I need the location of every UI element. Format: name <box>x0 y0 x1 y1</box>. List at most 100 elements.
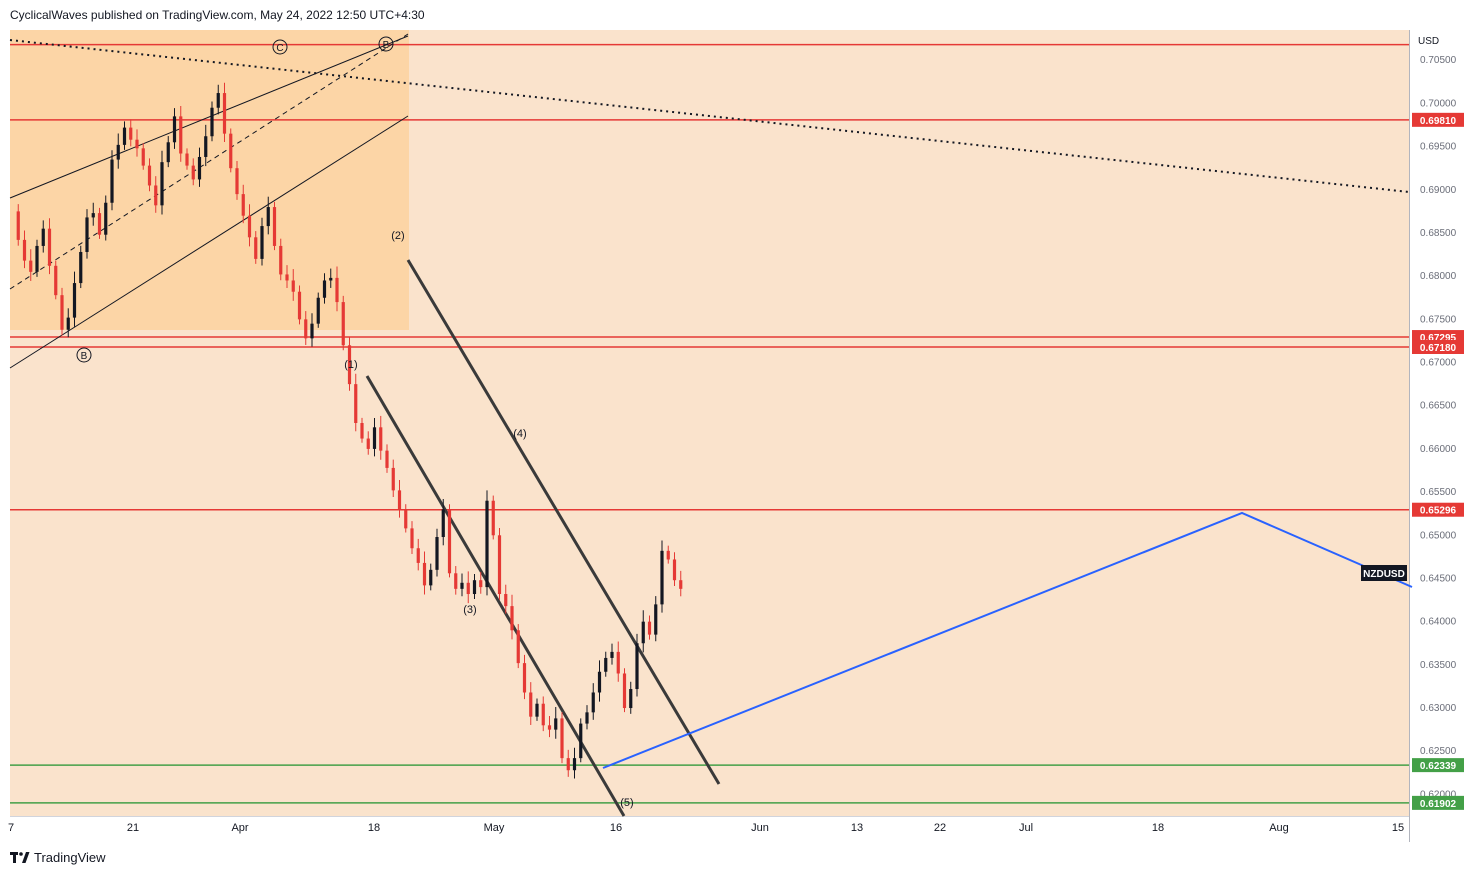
candle-body <box>122 127 127 145</box>
candle-body <box>254 237 258 259</box>
candle-body <box>54 265 58 296</box>
symbol-tag-bg <box>1361 565 1407 581</box>
circled-labels: B C B <box>76 36 394 363</box>
tradingview-logo-icon[interactable] <box>10 851 30 864</box>
candle-body <box>222 93 227 134</box>
candle-body <box>472 580 477 595</box>
candle-body <box>397 490 402 510</box>
candle-body <box>141 148 145 166</box>
candle-body <box>541 703 545 726</box>
candle-body <box>497 535 502 595</box>
candle-body <box>79 251 83 284</box>
candle-body <box>341 302 345 346</box>
candle-body <box>191 165 195 180</box>
candle-body <box>641 621 645 644</box>
candle-body <box>635 643 639 690</box>
candle-body <box>616 651 620 674</box>
ascending-channel-lower <box>9 115 409 369</box>
x-tick-label: Apr <box>231 822 248 834</box>
candle-body <box>429 569 433 586</box>
candle-body <box>585 712 589 724</box>
candle-body <box>229 133 233 169</box>
candle-body <box>391 467 395 491</box>
candle-body <box>654 604 658 635</box>
candle-body <box>610 651 614 658</box>
candle-body <box>360 423 364 439</box>
y-tick-label: 0.70000 <box>1420 98 1457 109</box>
candle-body <box>22 239 27 261</box>
y-tick-label: 0.68000 <box>1420 271 1457 282</box>
candle-body <box>147 165 152 186</box>
candle-body <box>572 758 577 771</box>
candle-body <box>597 671 602 693</box>
candle-body <box>60 295 64 330</box>
y-tick-label: 0.69500 <box>1420 142 1457 153</box>
y-tick-label: 0.70500 <box>1420 55 1457 66</box>
candle-body <box>166 142 170 163</box>
level-tag-1: 0.69810 <box>1420 116 1457 127</box>
x-tick-label: Jun <box>751 822 769 834</box>
projection-path <box>602 511 1413 769</box>
candle-body <box>110 159 114 203</box>
candle-body <box>216 93 220 108</box>
candle-body <box>260 226 264 259</box>
level-tag-bg-3 <box>1412 339 1464 354</box>
candle-body <box>604 657 608 672</box>
candle-body <box>510 606 514 631</box>
footer: TradingView <box>10 850 106 865</box>
candle-body <box>660 550 664 605</box>
candle-body <box>491 500 495 536</box>
candle-body <box>422 562 427 586</box>
circled-label-c-ring <box>272 39 288 55</box>
candle-body <box>410 528 414 549</box>
candle-body <box>385 450 389 468</box>
y-tick-label: 0.67000 <box>1420 358 1457 369</box>
candle-body <box>204 136 208 157</box>
candle-body <box>97 213 102 235</box>
candle-body <box>679 580 683 589</box>
publisher-caption: CyclicalWaves published on TradingView.c… <box>10 8 425 22</box>
y-tick-label: 0.68500 <box>1420 228 1457 239</box>
candle-body <box>135 139 139 149</box>
candle-body <box>279 245 283 275</box>
circled-label-b-lower-ring <box>76 347 92 363</box>
candle-body <box>266 207 270 227</box>
candle-body <box>291 280 295 292</box>
x-tick-label: 22 <box>934 822 946 834</box>
descending-channel-upper <box>406 259 721 785</box>
candle-body <box>647 621 652 635</box>
candle-body <box>241 194 245 216</box>
candle-body <box>485 500 489 588</box>
x-axis-ticks: 7 21 Apr 18 May 16 Jun 13 22 Jul 18 Aug 15 <box>8 822 1404 834</box>
candle-body <box>41 228 45 246</box>
candle-body <box>310 323 314 339</box>
candle-body <box>366 438 370 449</box>
x-tick-label: May <box>484 822 505 834</box>
y-tick-label: 0.63500 <box>1420 660 1457 671</box>
y-tick-label: 0.64000 <box>1420 617 1457 628</box>
candle-body <box>197 156 202 180</box>
candle-body <box>185 153 189 166</box>
candle-body <box>579 723 583 759</box>
candle-body <box>404 509 408 529</box>
candle-body <box>329 277 333 281</box>
candle-body <box>566 758 570 771</box>
candle-body <box>72 283 77 318</box>
y-tick-label: 0.65000 <box>1420 530 1457 541</box>
y-tick-label: 0.67500 <box>1420 314 1457 325</box>
y-tick-label: 0.62000 <box>1420 789 1457 800</box>
candle-body <box>466 582 470 595</box>
candle-body <box>316 297 320 324</box>
candle-body <box>85 217 89 252</box>
candle-body <box>522 663 527 693</box>
candle-body <box>441 509 445 538</box>
candle-body <box>322 280 327 298</box>
candle-body <box>335 277 339 303</box>
footer-brand: TradingView <box>34 850 106 865</box>
x-tick-label: 18 <box>368 822 380 834</box>
y-tick-label: 0.63000 <box>1420 703 1457 714</box>
y-tick-label: 0.65500 <box>1420 487 1457 498</box>
x-tick-label: Aug <box>1269 822 1289 834</box>
